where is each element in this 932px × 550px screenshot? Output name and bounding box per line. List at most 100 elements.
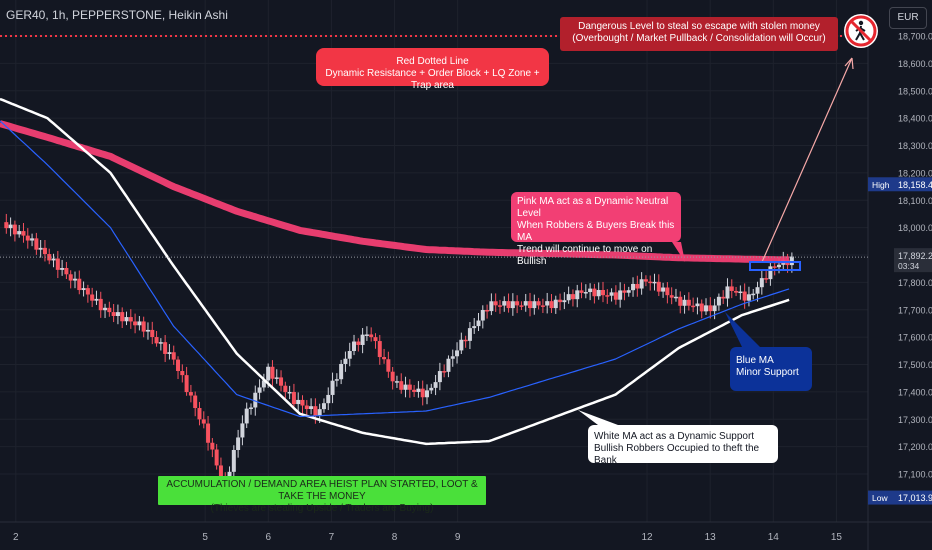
candle-body <box>330 380 335 395</box>
price-tick-label: 18,400.0 <box>898 114 932 124</box>
candle-body <box>326 394 331 404</box>
candle-body <box>364 334 369 336</box>
candle-body <box>759 278 764 288</box>
candle-body <box>253 392 258 408</box>
candle-body <box>424 390 429 398</box>
candle-body <box>257 387 262 393</box>
time-tick-label: 9 <box>455 532 461 543</box>
candle-body <box>699 303 704 312</box>
candle-body <box>721 296 726 299</box>
low-marker-bg <box>868 490 932 505</box>
candle-body <box>128 317 133 322</box>
target-arrow-line <box>761 57 853 263</box>
candle-body <box>240 423 245 438</box>
high-marker-bg <box>868 177 932 192</box>
candle-body <box>197 408 202 420</box>
time-tick-label: 13 <box>705 532 717 543</box>
candle-body <box>266 366 271 381</box>
candle-body <box>459 339 464 351</box>
current-zone-box <box>749 261 801 271</box>
low-marker-label: Low <box>872 493 888 503</box>
candle-body <box>274 377 279 379</box>
candle-body <box>416 388 421 392</box>
candle-body <box>373 337 378 342</box>
candle-body <box>407 384 412 390</box>
candle-body <box>588 288 593 293</box>
candle-body <box>176 359 181 372</box>
candle-body <box>94 298 99 301</box>
candle-body <box>450 356 455 359</box>
candle-body <box>497 305 502 307</box>
candle-body <box>248 407 253 409</box>
candle-body <box>81 288 86 291</box>
candle-body <box>360 334 365 345</box>
candle-body <box>347 351 352 359</box>
target-arrow-head <box>844 57 854 70</box>
candle-body <box>695 303 700 307</box>
candle-body <box>158 342 163 344</box>
price-tick-label: 18,500.0 <box>898 86 932 96</box>
white-note-line-1: White MA act as a Dynamic Support <box>594 431 755 442</box>
candle-body <box>755 287 760 294</box>
candle-body <box>30 238 35 241</box>
candle-body <box>218 465 223 481</box>
candle-body <box>356 341 361 345</box>
candle-body <box>523 301 528 306</box>
candle-body <box>334 379 339 381</box>
candle-body <box>583 292 588 294</box>
white-note-line-2: Bullish Robbers Occupied to theft the Ba… <box>594 443 760 466</box>
candle-body <box>227 471 232 481</box>
candle-body <box>678 296 683 306</box>
high-marker-value: 18,158.4 <box>898 180 932 190</box>
candle-body <box>304 405 309 410</box>
candle-body <box>420 388 425 398</box>
candle-body <box>472 326 477 329</box>
price-tick-label: 17,500.0 <box>898 360 932 370</box>
candle-body <box>558 299 563 303</box>
candle-body <box>648 281 653 284</box>
candle-body <box>480 310 485 321</box>
candle-body <box>60 267 65 270</box>
pink-ma-note: Pink MA act as a Dynamic Neutral Level W… <box>511 192 681 267</box>
current-price-countdown: 03:34 <box>898 261 920 271</box>
candle-body <box>691 305 696 308</box>
candle-body <box>17 231 22 235</box>
time-tick-label: 12 <box>641 532 653 543</box>
candle-body <box>339 363 344 380</box>
candle-body <box>635 283 640 289</box>
candle-body <box>90 294 95 301</box>
candle-body <box>8 224 13 229</box>
candle-body <box>377 341 382 358</box>
candle-body <box>231 449 236 472</box>
candle-body <box>455 350 460 357</box>
candle-body <box>145 329 150 332</box>
candle-body <box>751 293 756 296</box>
candle-body <box>433 382 438 388</box>
candle-body <box>399 381 404 390</box>
candle-body <box>103 307 108 311</box>
candle-body <box>210 442 215 450</box>
candle-body <box>510 301 515 309</box>
candle-body <box>98 298 103 311</box>
price-tick-label: 17,200.0 <box>898 442 932 452</box>
candle-body <box>137 321 142 326</box>
candle-body <box>545 301 550 306</box>
time-axis: 2 5 6 7 8 9 12 13 14 15 <box>0 521 932 543</box>
candle-body <box>193 395 198 409</box>
candle-body <box>55 258 60 270</box>
candle-body <box>532 301 537 309</box>
candle-body <box>21 231 26 236</box>
candle-body <box>592 288 597 297</box>
candle-body <box>270 366 275 379</box>
candle-body <box>120 312 125 322</box>
candle-body <box>437 371 442 383</box>
candle-body <box>390 371 395 382</box>
candle-body <box>485 310 490 312</box>
candle-body <box>429 387 434 391</box>
candle-body <box>133 321 138 326</box>
candle-body <box>613 292 618 300</box>
candle-body <box>506 301 511 309</box>
currency-button[interactable]: EUR <box>889 7 927 29</box>
candle-body <box>386 359 391 372</box>
